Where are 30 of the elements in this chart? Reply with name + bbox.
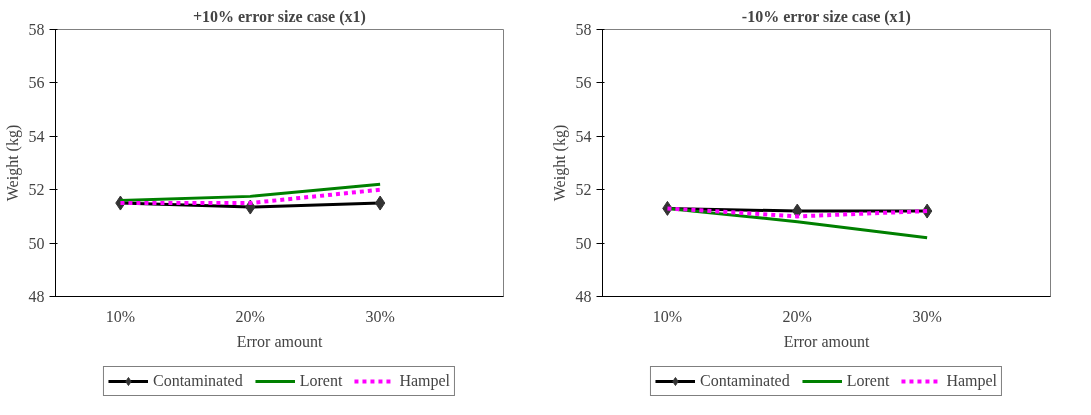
x-axis-title: Error amount [236, 332, 323, 350]
chart-title: -10% error size case (x1) [741, 7, 911, 26]
y-tick-label: 48 [575, 288, 592, 305]
y-axis-title: Weight (kg) [550, 124, 569, 202]
legend-label: Contaminated [152, 372, 243, 390]
x-tick-label: 20% [235, 307, 265, 325]
y-tick-label: 50 [28, 234, 45, 252]
x-axis-title: Error amount [783, 332, 870, 350]
legend-label: Lorent [299, 372, 343, 390]
y-tick-label: 56 [575, 74, 592, 92]
legend-label: Contaminated [699, 372, 790, 390]
legend-label: Hampel [399, 372, 451, 390]
y-tick-label: 54 [575, 127, 592, 145]
y-tick-label: 52 [575, 181, 592, 199]
legend-label: Hampel [946, 372, 998, 390]
y-tick-label: 54 [28, 127, 45, 145]
chart-title: +10% error size case (x1) [192, 7, 366, 26]
y-tick-label: 58 [28, 21, 45, 38]
y-tick-label: 48 [28, 288, 45, 305]
x-tick-label: 10% [105, 307, 136, 325]
x-tick-label: 20% [782, 307, 812, 325]
y-tick-label: 50 [575, 234, 592, 252]
legend-label: Lorent [846, 372, 890, 390]
y-axis-title: Weight (kg) [3, 124, 22, 202]
y-tick-label: 56 [28, 74, 45, 92]
x-tick-label: 30% [365, 307, 395, 325]
x-tick-label: 10% [652, 307, 683, 325]
y-tick-label: 52 [28, 181, 45, 199]
x-tick-label: 30% [912, 307, 942, 325]
y-tick-label: 58 [575, 21, 592, 38]
